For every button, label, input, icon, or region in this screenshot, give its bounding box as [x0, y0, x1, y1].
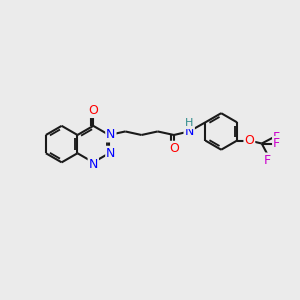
Text: F: F: [273, 137, 280, 150]
Text: F: F: [273, 131, 280, 144]
Text: O: O: [88, 104, 98, 117]
Text: O: O: [244, 134, 254, 147]
Text: O: O: [169, 142, 179, 155]
Text: N: N: [106, 147, 116, 160]
Text: N: N: [106, 128, 116, 142]
Text: F: F: [264, 154, 271, 166]
Text: H: H: [185, 118, 194, 128]
Text: N: N: [88, 158, 98, 171]
Text: N: N: [184, 125, 194, 138]
